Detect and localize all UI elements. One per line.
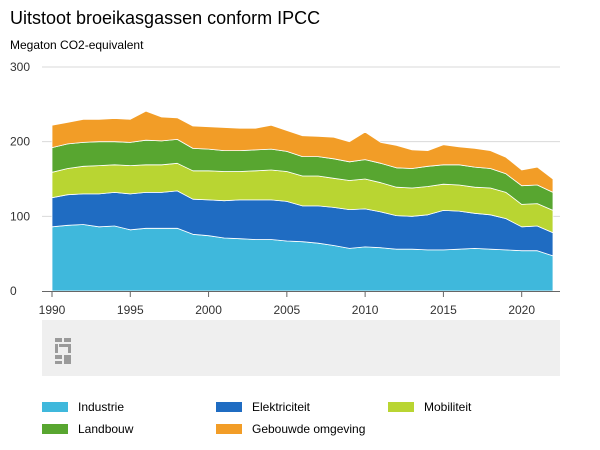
y-tick-label: 200 (10, 135, 30, 149)
x-tick-label: 2005 (273, 303, 300, 317)
x-tick-label: 2020 (508, 303, 535, 317)
x-tick-label: 2000 (195, 303, 222, 317)
x-axis-ticks: 1990 1995 2000 2005 2010 2015 2020 (39, 291, 535, 317)
y-tick-label: 300 (10, 60, 30, 74)
legend-item-industrie[interactable]: Industrie (42, 400, 124, 414)
legend-swatch (388, 402, 414, 412)
legend-label: Landbouw (78, 422, 134, 436)
legend-swatch (42, 402, 68, 412)
cbs-logo: cbs (55, 338, 71, 364)
area-series (51, 110, 554, 292)
y-tick-label: 100 (10, 209, 30, 223)
legend-item-gebouwde-omgeving[interactable]: Gebouwde omgeving (216, 422, 365, 436)
footer-band (42, 320, 560, 376)
legend-swatch (42, 424, 68, 434)
x-tick-label: 2015 (430, 303, 457, 317)
legend: Industrie Elektriciteit Mobiliteit Landb… (42, 400, 582, 440)
y-axis-unit-label: Megaton CO2-equivalent (10, 38, 144, 52)
legend-label: Elektriciteit (252, 400, 311, 414)
legend-swatch (216, 402, 242, 412)
y-axis-ticks: 0 100 200 300 (10, 60, 30, 298)
legend-item-mobiliteit[interactable]: Mobiliteit (388, 400, 471, 414)
legend-swatch (216, 424, 242, 434)
x-tick-label: 1995 (117, 303, 144, 317)
x-tick-label: 1990 (39, 303, 66, 317)
y-tick-label: 0 (10, 284, 17, 298)
legend-item-elektriciteit[interactable]: Elektriciteit (216, 400, 310, 414)
x-tick-label: 2010 (352, 303, 379, 317)
legend-label: Industrie (78, 400, 125, 414)
chart-title: Uitstoot broeikasgassen conform IPCC (10, 8, 321, 28)
legend-label: Mobiliteit (424, 400, 472, 414)
area-gebouwde-omgeving[interactable] (51, 110, 554, 193)
legend-label: Gebouwde omgeving (252, 422, 366, 436)
legend-item-landbouw[interactable]: Landbouw (42, 422, 133, 436)
